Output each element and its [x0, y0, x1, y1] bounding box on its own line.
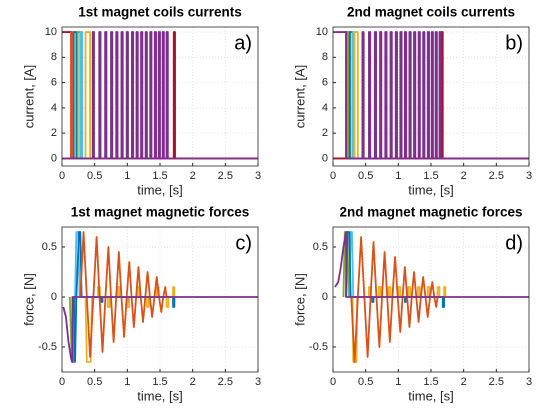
x-tick-label: 0	[59, 376, 65, 388]
axes-box	[332, 26, 530, 167]
y-axis-label: force, [N]	[292, 273, 307, 326]
x-axis-label: time, [s]	[408, 182, 454, 197]
series-line	[334, 231, 529, 298]
series-line	[62, 296, 258, 363]
panel-title: 1st magnet magnetic forces	[71, 205, 250, 220]
x-tick-label: 2	[190, 376, 196, 388]
y-tick-label: 4	[51, 102, 57, 114]
series-line	[333, 31, 529, 160]
y-tick-label: 0	[322, 152, 328, 164]
x-tick-label: 1.5	[423, 376, 438, 388]
series-group	[62, 31, 258, 160]
x-tick-label: 0	[59, 170, 65, 182]
y-tick-label: 4	[322, 102, 328, 114]
x-tick-label: 2	[461, 376, 467, 388]
y-tick-label: 0	[322, 291, 328, 303]
series-group	[334, 231, 529, 363]
x-tick-label: 0.5	[87, 376, 102, 388]
panel-title: 2nd magnet magnetic forces	[339, 205, 522, 220]
x-tick-label: 1	[124, 376, 130, 388]
x-tick-label: 2.5	[218, 376, 233, 388]
y-tick-label: 10	[316, 26, 328, 38]
x-tick-label: 0	[330, 170, 336, 182]
y-axis-label: current, [A]	[21, 65, 36, 129]
x-tick-label: 0.5	[358, 376, 373, 388]
series-line	[62, 31, 258, 160]
x-tick-label: 1	[124, 170, 130, 182]
x-tick-label: 0.5	[358, 170, 373, 182]
series-group	[62, 231, 258, 363]
x-tick-label: 3	[526, 170, 532, 182]
axes-box	[61, 226, 259, 373]
y-tick-label: 0	[51, 291, 57, 303]
x-tick-label: 3	[255, 170, 261, 182]
x-axis-label: time, [s]	[137, 182, 183, 197]
axes-box	[332, 226, 530, 373]
x-tick-label: 1.5	[423, 170, 438, 182]
y-tick-label: 0	[51, 152, 57, 164]
panel-title: 1st magnet coils currents	[78, 5, 242, 20]
y-tick-label: 8	[322, 51, 328, 63]
x-tick-label: 2	[190, 170, 196, 182]
y-tick-label: -0.5	[38, 341, 57, 353]
panel-label: b)	[505, 32, 523, 54]
x-tick-label: 2.5	[218, 170, 233, 182]
x-tick-label: 2.5	[489, 376, 504, 388]
y-tick-label: 10	[45, 26, 57, 38]
panel-label: d)	[505, 232, 523, 254]
y-tick-label: 0.5	[42, 241, 57, 253]
x-tick-label: 1	[395, 170, 401, 182]
y-axis-label: current, [A]	[292, 65, 307, 129]
series-line	[72, 231, 176, 363]
y-axis-label: force, [N]	[21, 273, 36, 326]
x-tick-label: 2	[461, 170, 467, 182]
series-line	[74, 231, 81, 298]
series-line	[79, 231, 168, 358]
x-axis-label: time, [s]	[137, 388, 183, 403]
x-tick-label: 0	[330, 376, 336, 388]
y-tick-label: 6	[322, 77, 328, 89]
y-tick-label: 2	[51, 127, 57, 139]
x-tick-label: 0.5	[87, 170, 102, 182]
axes-box	[61, 26, 259, 167]
y-tick-label: 8	[51, 51, 57, 63]
series-group	[333, 31, 529, 160]
panel-title: 2nd magnet coils currents	[347, 5, 515, 20]
x-tick-label: 3	[255, 376, 261, 388]
x-tick-label: 1.5	[152, 170, 167, 182]
panel-label: c)	[235, 232, 252, 254]
y-tick-label: 6	[51, 77, 57, 89]
x-tick-label: 2.5	[489, 170, 504, 182]
series-line	[350, 236, 439, 363]
y-tick-label: 0.5	[313, 241, 328, 253]
x-axis-label: time, [s]	[408, 388, 454, 403]
y-tick-label: 2	[322, 127, 328, 139]
y-tick-label: -0.5	[309, 341, 328, 353]
x-tick-label: 3	[526, 376, 532, 388]
panel-label: a)	[234, 32, 252, 54]
x-tick-label: 1.5	[152, 376, 167, 388]
x-tick-label: 1	[395, 376, 401, 388]
